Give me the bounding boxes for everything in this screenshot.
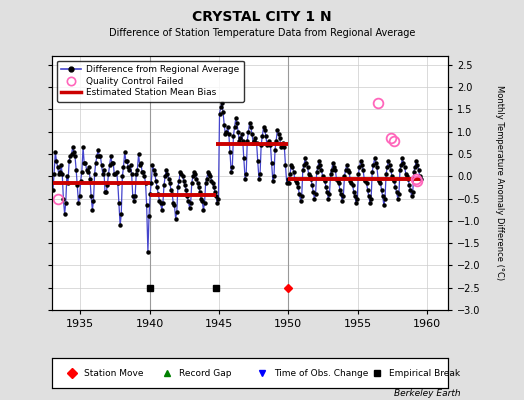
Legend: Difference from Regional Average, Quality Control Failed, Estimated Station Mean: Difference from Regional Average, Qualit… bbox=[57, 60, 244, 102]
Text: Time of Obs. Change: Time of Obs. Change bbox=[274, 368, 368, 378]
Text: Berkeley Earth: Berkeley Earth bbox=[395, 389, 461, 398]
Text: CRYSTAL CITY 1 N: CRYSTAL CITY 1 N bbox=[192, 10, 332, 24]
Text: Difference of Station Temperature Data from Regional Average: Difference of Station Temperature Data f… bbox=[109, 28, 415, 38]
Text: Station Move: Station Move bbox=[84, 368, 144, 378]
Text: Empirical Break: Empirical Break bbox=[389, 368, 460, 378]
Y-axis label: Monthly Temperature Anomaly Difference (°C): Monthly Temperature Anomaly Difference (… bbox=[495, 86, 504, 280]
Text: Record Gap: Record Gap bbox=[179, 368, 232, 378]
